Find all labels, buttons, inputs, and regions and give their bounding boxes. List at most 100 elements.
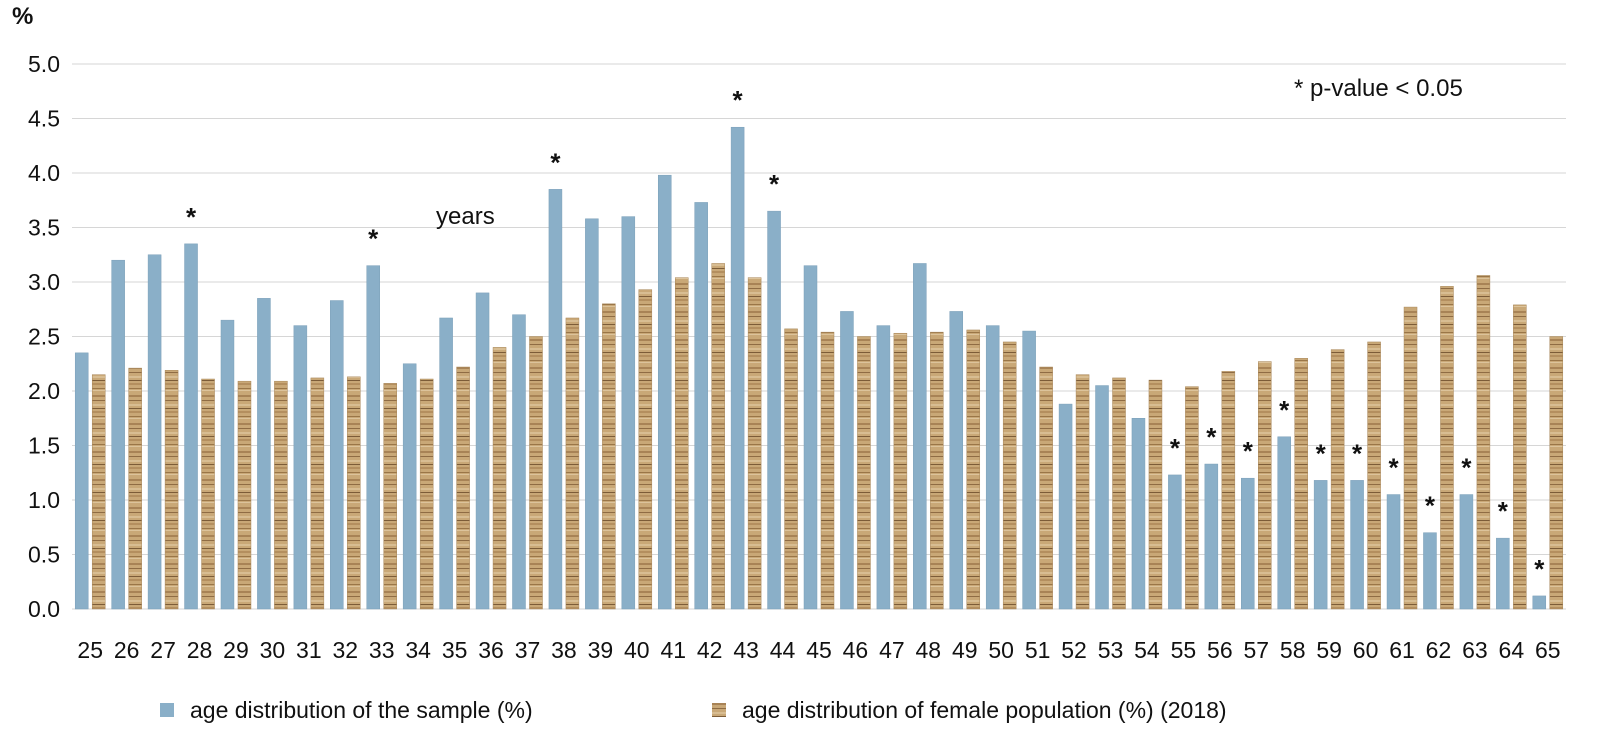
bar-sample — [475, 292, 490, 610]
significance-star: * — [1352, 438, 1363, 468]
bar-sample — [621, 216, 636, 610]
bar-sample — [1022, 330, 1036, 610]
x-tick-label: 54 — [1134, 637, 1160, 663]
bar-sample — [767, 210, 781, 610]
bar-female-population — [1258, 361, 1272, 610]
x-tick-label: 40 — [624, 637, 650, 663]
x-tick-label: 34 — [405, 637, 431, 663]
x-tick-label: 38 — [551, 637, 577, 663]
bar-sample — [1459, 494, 1474, 610]
bar-sample — [840, 311, 854, 610]
bar-female-population — [565, 317, 580, 610]
x-tick-label: 49 — [952, 637, 978, 663]
bar-sample — [1241, 477, 1255, 610]
y-tick-label: 1.5 — [28, 433, 60, 459]
x-tick-label: 43 — [733, 637, 759, 663]
bar-female-population — [1221, 371, 1236, 610]
x-tick-label: 57 — [1243, 637, 1269, 663]
bar-sample — [985, 325, 1000, 610]
significance-star: * — [769, 169, 780, 199]
bar-sample — [111, 259, 125, 610]
y-tick-label: 0.0 — [28, 596, 60, 622]
bar-female-population — [201, 378, 215, 610]
x-tick-label: 39 — [588, 637, 614, 663]
x-tick-label: 44 — [770, 637, 796, 663]
bar-female-population — [1403, 306, 1418, 610]
bar-female-population — [1367, 341, 1381, 610]
bar-female-population — [419, 378, 434, 610]
y-tick-label: 0.5 — [28, 542, 60, 568]
x-tick-label: 29 — [223, 637, 249, 663]
x-tick-label: 32 — [332, 637, 358, 663]
bar-female-population — [1039, 366, 1053, 610]
x-axis-ticks: 25 26 27 28 29 30 31 32 33 34 35 36 37 38 39 40 41 42 43 44… — [77, 637, 1560, 663]
x-tick-label: 30 — [260, 637, 286, 663]
y-tick-label: 4.5 — [28, 106, 60, 132]
significance-star: * — [1316, 438, 1327, 468]
x-tick-label: 48 — [916, 637, 942, 663]
bar-female-population — [310, 377, 325, 610]
significance-star: * — [550, 147, 561, 177]
y-tick-label: 3.0 — [28, 269, 60, 295]
significance-star: * — [1498, 496, 1509, 526]
x-tick-label: 63 — [1462, 637, 1488, 663]
bar-female-population — [1148, 379, 1163, 610]
x-tick-label: 56 — [1207, 637, 1233, 663]
x-tick-label: 61 — [1389, 637, 1415, 663]
bar-sample — [184, 243, 198, 610]
x-tick-label: 50 — [988, 637, 1014, 663]
x-tick-label: 65 — [1535, 637, 1561, 663]
bar-female-population — [893, 332, 908, 610]
bar-female-population — [711, 263, 725, 610]
significance-star: * — [1461, 453, 1472, 483]
bar-sample — [1131, 418, 1146, 610]
y-tick-label: 4.0 — [28, 160, 60, 186]
x-tick-label: 25 — [77, 637, 103, 663]
bar-female-population — [638, 289, 653, 610]
bar-sample — [1058, 403, 1073, 610]
significance-star: * — [368, 224, 379, 254]
bar-female-population — [274, 380, 288, 610]
bar-sample — [293, 325, 308, 610]
bar-female-population — [1330, 349, 1345, 610]
x-tick-label: 27 — [150, 637, 176, 663]
bar-sample — [876, 325, 891, 610]
x-tick-label: 36 — [478, 637, 504, 663]
legend: age distribution of the sample (%) age d… — [160, 697, 1227, 723]
bar-female-population — [347, 376, 361, 610]
x-tick-label: 45 — [806, 637, 832, 663]
significance-star: * — [1425, 491, 1436, 521]
bar-sample — [803, 265, 818, 610]
legend-swatch-female-population — [712, 703, 726, 717]
bar-sample — [1168, 474, 1182, 610]
y-tick-label: 5.0 — [28, 51, 60, 77]
legend-label-sample: age distribution of the sample (%) — [190, 697, 533, 723]
bar-female-population — [492, 347, 507, 610]
y-tick-label: 1.0 — [28, 487, 60, 513]
significance-star: * — [1388, 453, 1399, 483]
x-tick-label: 64 — [1499, 637, 1525, 663]
y-tick-label: 2.5 — [28, 324, 60, 350]
x-tick-label: 51 — [1025, 637, 1051, 663]
bar-sample — [1204, 463, 1219, 610]
y-axis-label: % — [12, 3, 33, 30]
x-tick-label: 35 — [442, 637, 468, 663]
x-tick-label: 28 — [187, 637, 213, 663]
bar-sample — [1386, 494, 1401, 610]
x-tick-label: 47 — [879, 637, 905, 663]
bar-sample — [1277, 436, 1291, 610]
x-tick-label: 53 — [1098, 637, 1124, 663]
x-tick-label: 55 — [1171, 637, 1197, 663]
significance-star: * — [1170, 433, 1181, 463]
x-tick-label: 52 — [1061, 637, 1087, 663]
bar-sample — [1095, 385, 1109, 610]
bar-sample — [330, 300, 344, 610]
x-tick-label: 42 — [697, 637, 723, 663]
bar-sample — [147, 254, 162, 610]
bar-sample — [548, 189, 563, 610]
significance-star: * — [1206, 422, 1217, 452]
bar-female-population — [456, 366, 470, 610]
significance-star: * — [733, 85, 744, 115]
bar-sample — [512, 314, 526, 610]
bar-sample — [439, 317, 453, 610]
